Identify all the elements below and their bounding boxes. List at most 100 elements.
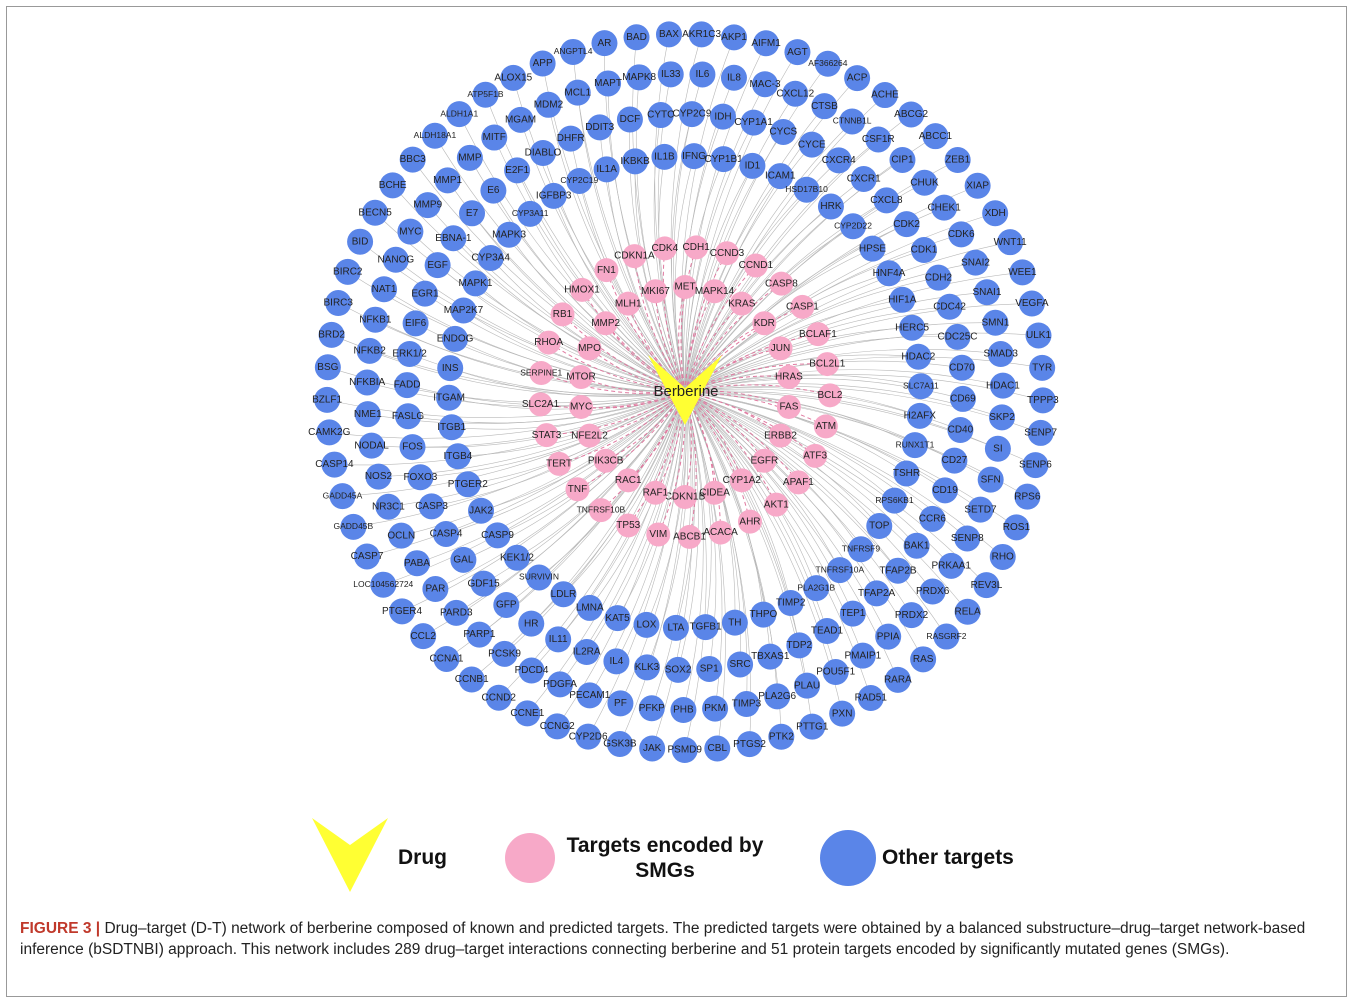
node-label: MAC-3 [749, 79, 781, 90]
node-label: ITGB4 [443, 451, 472, 462]
target-node [535, 91, 562, 118]
target-node [362, 306, 389, 333]
node-label: CHEK1 [927, 202, 961, 213]
node-label: RAD51 [855, 693, 888, 704]
smg-node [643, 279, 668, 304]
smg-node [752, 311, 777, 336]
edge [508, 234, 686, 393]
target-node [710, 146, 737, 173]
target-node [910, 646, 937, 673]
smg-node [776, 394, 801, 419]
edge [634, 161, 686, 393]
edge [684, 105, 825, 393]
node-label: GAL [453, 554, 473, 565]
target-node [933, 623, 960, 650]
node-label: MAP2K7 [444, 305, 484, 316]
node-label: TFAP2B [879, 565, 917, 576]
target-node [454, 471, 481, 498]
node-label: DIABLO [525, 148, 562, 159]
target-node [544, 713, 571, 740]
node-label: IL2RA [573, 647, 601, 658]
node-label: PIK3CB [588, 455, 624, 466]
target-node [884, 666, 911, 693]
target-node [973, 279, 1000, 306]
edge [684, 391, 799, 483]
target-node [905, 343, 932, 370]
target-node [477, 244, 504, 271]
target-node [964, 172, 991, 199]
target-node [575, 723, 602, 750]
node-label: CDH1 [683, 242, 711, 253]
edge [684, 374, 921, 393]
node-label: RARA [884, 675, 912, 686]
target-node [893, 211, 920, 238]
smg-node [813, 414, 838, 439]
node-label: CCND1 [739, 260, 774, 271]
node-label: XIAP [966, 180, 989, 191]
edge [684, 354, 919, 393]
node-label: MDM2 [534, 99, 564, 110]
node-label: TERT [546, 459, 572, 470]
node-label: SURVIVIN [519, 572, 559, 582]
node-label: SETD7 [964, 504, 997, 515]
target-node [704, 735, 731, 762]
node-label: GADD45B [334, 521, 374, 531]
node-label: TNFRSF10A [816, 564, 865, 574]
node-label: BIRC3 [324, 298, 354, 309]
target-node [424, 252, 451, 279]
node-label: IFNG [682, 151, 706, 162]
target-node [944, 147, 971, 174]
node-label: CAMK2G [308, 427, 350, 438]
node-label: CDK6 [948, 229, 975, 240]
node-label: PTGS2 [733, 739, 766, 750]
node-label: CYP2D6 [569, 731, 608, 742]
node-label: PHB [673, 705, 694, 716]
smg-node [616, 468, 641, 493]
node-label: RPS6KB1 [875, 495, 914, 505]
edge [366, 391, 686, 557]
target-node [547, 671, 574, 698]
smg-node [769, 271, 794, 296]
target-node [438, 414, 465, 441]
node-label: PCSK9 [488, 648, 521, 659]
node-label: KDR [754, 318, 775, 329]
node-label: BECN5 [358, 207, 392, 218]
target-node [379, 172, 406, 199]
target-node [671, 736, 698, 763]
node-label: ABCB1 [673, 532, 706, 543]
target-node [623, 24, 650, 51]
target-node [764, 683, 791, 710]
node-label: ROS1 [1003, 522, 1031, 533]
node-label: KEK1/2 [500, 552, 534, 563]
node-label: LOC104562724 [353, 579, 413, 589]
target-node [321, 451, 348, 478]
edge [684, 391, 791, 604]
target-node [984, 435, 1011, 462]
node-label: GADD45A [323, 490, 363, 500]
node-label: PARD3 [440, 608, 473, 619]
target-node [893, 460, 920, 487]
node-label: CDKN1A [614, 251, 655, 262]
node-label: HRAS [775, 372, 803, 383]
node-label: CD19 [932, 485, 958, 496]
node-label: MKI67 [641, 286, 670, 297]
target-node [480, 177, 507, 204]
target-node [839, 600, 866, 627]
node-label: CCND3 [710, 248, 745, 259]
node-label: TNF [568, 484, 587, 495]
node-label: BCL2 [817, 390, 842, 401]
node-label: TP53 [616, 520, 640, 531]
node-label: ACACA [703, 527, 738, 538]
edge [538, 391, 686, 578]
target-node [545, 626, 572, 653]
target-node [334, 258, 361, 285]
target-node [560, 38, 587, 65]
target-node [859, 235, 886, 262]
smg-node [616, 513, 641, 538]
node-label: PECAM1 [569, 690, 611, 701]
node-label: PLA2G1B [797, 582, 835, 592]
smg-node [786, 470, 811, 495]
node-label: MYC [570, 402, 592, 413]
edge [684, 248, 873, 393]
node-label: VIM [649, 529, 667, 540]
